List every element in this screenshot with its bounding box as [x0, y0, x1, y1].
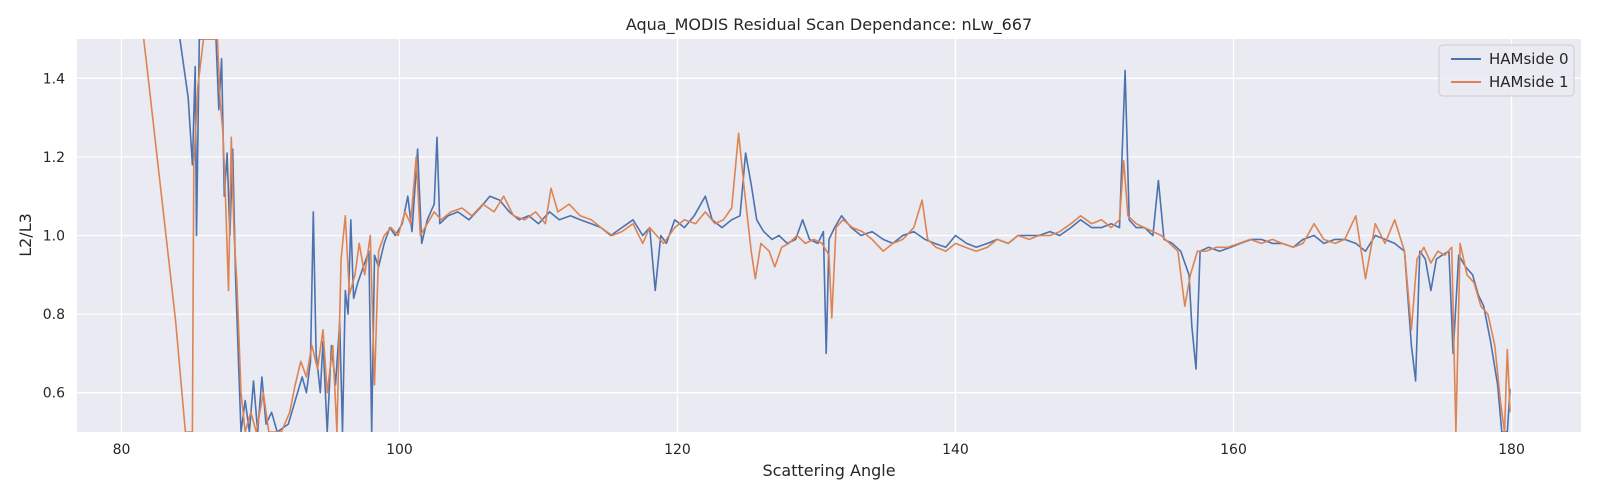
x-tick-label: 100: [386, 442, 413, 458]
x-tick-label: 80: [113, 442, 131, 458]
x-tick-label: 140: [942, 442, 969, 458]
y-tick-labels: 0.6 0.8 1.0 1.2 1.4: [43, 71, 65, 401]
grid-lines: [77, 39, 1581, 432]
series-line-hamside-1: [142, 39, 1511, 432]
legend-label-hamside-1: HAMside 1: [1489, 73, 1569, 91]
legend-frame: [1438, 44, 1575, 97]
y-tick-label: 1.4: [43, 71, 65, 87]
y-tick-label: 0.6: [43, 386, 65, 402]
x-tick-labels: 80 100 120 140 160 180: [113, 442, 1525, 458]
legend: HAMside 0 HAMside 1: [1438, 44, 1575, 97]
x-tick-label: 180: [1498, 442, 1525, 458]
x-axis-label: Scattering Angle: [762, 461, 895, 480]
y-tick-label: 1.0: [43, 229, 65, 245]
y-tick-label: 1.2: [43, 150, 65, 166]
legend-label-hamside-0: HAMside 0: [1489, 50, 1569, 68]
x-tick-label: 120: [664, 442, 691, 458]
y-axis-label: L2/L3: [16, 213, 35, 257]
y-tick-label: 0.8: [43, 307, 65, 323]
x-tick-label: 160: [1220, 442, 1247, 458]
series-lines: [142, 39, 1511, 432]
chart-title: Aqua_MODIS Residual Scan Dependance: nLw…: [626, 15, 1032, 35]
